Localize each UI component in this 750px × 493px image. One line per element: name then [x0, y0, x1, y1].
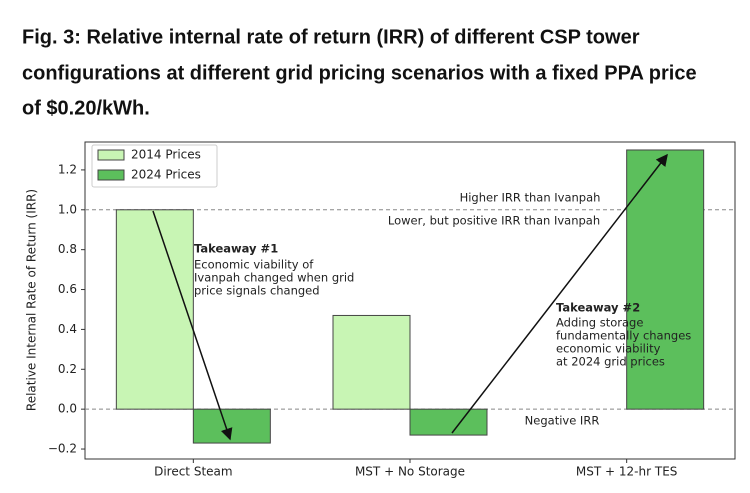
bar [332, 314, 411, 410]
y-tick-label: 0.8 [58, 242, 77, 256]
legend-label: 2014 Prices [131, 148, 201, 162]
x-tick-label: Direct Steam [154, 465, 233, 479]
annotation-text: at 2024 grid prices [556, 355, 665, 369]
bar [115, 209, 194, 410]
y-tick-label: −0.2 [48, 442, 77, 456]
legend-swatch [97, 149, 125, 161]
y-axis-label: Relative Internal Rate of Return (IRR) [25, 189, 39, 411]
annotation-title: Takeaway #1 [194, 242, 278, 256]
annotation-text: economic viability [556, 342, 661, 356]
y-tick-label: 0.0 [58, 402, 77, 416]
reference-label: Higher IRR than Ivanpah [460, 190, 601, 204]
annotation-text: Adding storage [556, 316, 643, 330]
bar [409, 408, 488, 436]
annotation-text: Ivanpah changed when grid [194, 271, 354, 285]
legend-swatch [97, 169, 125, 181]
bar [626, 149, 705, 410]
annotation-text: fundamentally changes [556, 329, 691, 343]
title-line: configurations at different grid pricing… [22, 62, 697, 84]
y-tick-label: 1.2 [58, 162, 77, 176]
arrow [152, 210, 233, 441]
arrow [451, 153, 668, 434]
y-tick-label: 1.0 [58, 202, 77, 216]
y-tick-label: 0.4 [58, 322, 77, 336]
legend-label: 2024 Prices [131, 168, 201, 182]
annotation-text: price signals changed [194, 284, 320, 298]
x-tick-label: MST + No Storage [355, 465, 465, 479]
annotations: Takeaway #1 Economic viability of Ivanpa… [152, 153, 691, 441]
plot: −0.2 0.0 0.2 0.4 0.6 1.0 0.8 1.2 Direct Steam MST… [48, 141, 736, 479]
title-line: of $0.20/kWh. [22, 97, 150, 119]
reference-label: Lower, but positive IRR than Ivanpah [388, 213, 600, 227]
legend: 2014 Prices 2024 Prices [91, 144, 218, 188]
annotation-title: Takeaway #2 [556, 301, 640, 315]
title-line: Fig. 3: Relative internal rate of return… [22, 26, 640, 48]
y-tick-label: 0.2 [58, 362, 77, 376]
reference-label: Negative IRR [525, 414, 600, 428]
annotation-text: Economic viability of [194, 258, 314, 272]
x-tick-label: MST + 12-hr TES [576, 465, 677, 479]
y-tick-label: 0.6 [58, 282, 77, 296]
bar [192, 408, 271, 444]
